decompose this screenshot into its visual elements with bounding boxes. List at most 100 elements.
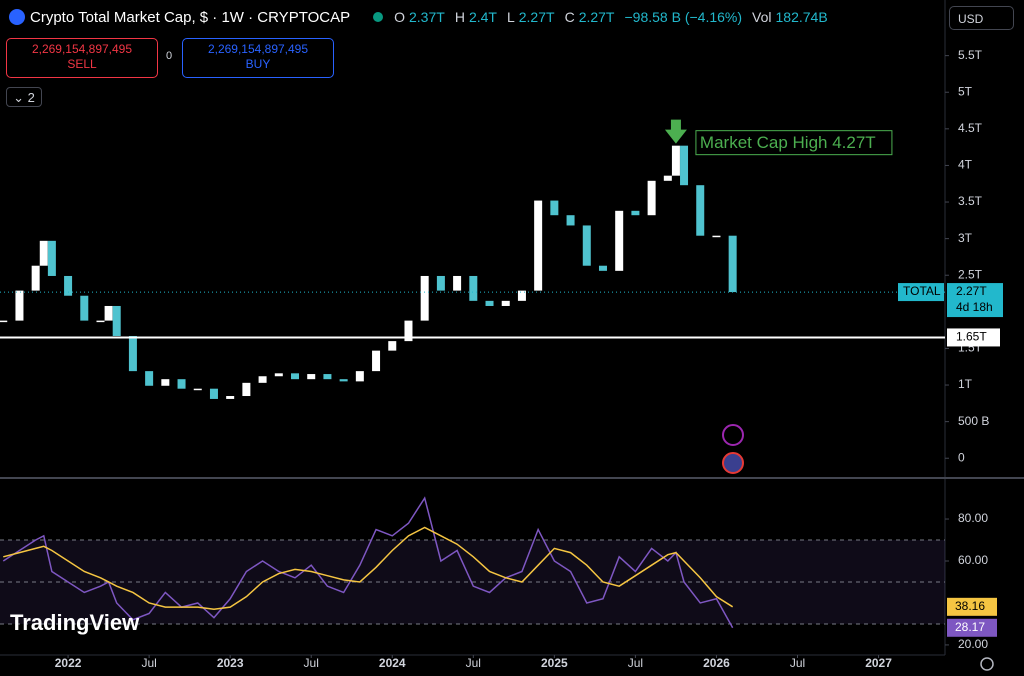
candle — [47, 240, 56, 276]
spread: 0 — [166, 50, 173, 62]
ohlc-value: 2.4T — [468, 9, 497, 25]
change: −98.58 B (−4.16%) — [624, 9, 743, 25]
candle — [0, 320, 8, 323]
value-label-box — [947, 618, 997, 637]
hline-label: 1.65T — [956, 330, 987, 344]
candle — [631, 210, 640, 216]
candle — [728, 235, 737, 293]
candle — [615, 210, 624, 271]
status-dot — [373, 12, 384, 22]
rsi-line — [3, 526, 734, 611]
y-tick-label: 80.00 — [958, 511, 988, 525]
candle — [15, 290, 24, 321]
logo: TradingView — [10, 610, 140, 635]
candle — [404, 320, 413, 342]
candle — [671, 145, 680, 176]
y-tick-label: 500 B — [958, 414, 989, 428]
vol-value: 182.74B — [775, 9, 828, 25]
ohlc-value: 2.27T — [518, 9, 555, 25]
candle — [550, 200, 559, 216]
candle — [193, 388, 202, 391]
sell-button[interactable]: 2,269,154,897,495 SELL — [6, 38, 158, 78]
candle — [161, 379, 170, 386]
event-icon[interactable] — [722, 424, 744, 446]
candle — [355, 371, 364, 382]
candle — [291, 373, 300, 380]
y-tick-label: 60.00 — [958, 553, 988, 567]
x-tick-label: Jul — [628, 656, 643, 670]
ohlc-key: L — [506, 9, 515, 25]
candle — [517, 290, 526, 301]
flag-icon[interactable] — [722, 452, 744, 474]
candle — [485, 300, 494, 306]
x-tick-label: 2022 — [55, 656, 82, 670]
indicator-toggle[interactable]: ⌄ 2 — [6, 87, 42, 107]
x-tick-label: 2025 — [541, 656, 568, 670]
candle — [420, 275, 429, 321]
candle — [274, 373, 283, 377]
candle — [436, 275, 445, 291]
y-tick-label: 5T — [958, 84, 973, 98]
x-tick-label: Jul — [790, 656, 805, 670]
buy-label: BUY — [245, 57, 271, 71]
candle — [696, 185, 705, 236]
ohlc-key: O — [394, 9, 405, 25]
x-tick-label: 2024 — [379, 656, 406, 670]
candle — [712, 235, 721, 238]
y-tick-label: 4T — [958, 158, 973, 172]
series-label-box — [898, 283, 944, 302]
currency-button[interactable]: USD — [949, 6, 1014, 30]
ohlc-value: 2.37T — [409, 9, 445, 25]
value-label: 28.17 — [955, 620, 985, 634]
candle — [663, 175, 672, 181]
candle — [209, 388, 218, 399]
hline-label-box — [947, 328, 1000, 347]
candle — [598, 265, 607, 271]
x-tick-label: Jul — [304, 656, 319, 670]
value-label-box — [947, 597, 997, 616]
x-tick-label: 2023 — [217, 656, 244, 670]
x-tick-label: 2026 — [703, 656, 730, 670]
candle — [534, 200, 543, 291]
y-tick-label: 0 — [958, 450, 965, 464]
candle — [582, 225, 591, 266]
candle — [258, 376, 267, 383]
y-tick-label: 4.5T — [958, 121, 983, 135]
countdown: 4d 18h — [956, 300, 993, 314]
candle — [469, 275, 478, 301]
y-tick-label: 2.5T — [958, 267, 983, 281]
value-label: 38.16 — [955, 599, 985, 613]
symbol-title: Crypto Total Market Cap, $ · 1W · CRYPTO… — [30, 8, 351, 26]
x-tick-label: Jul — [141, 656, 156, 670]
candle — [39, 240, 48, 266]
y-tick-label: 3T — [958, 231, 973, 245]
x-tick-label: 2027 — [865, 656, 892, 670]
candle — [31, 265, 40, 291]
candle — [680, 145, 689, 186]
y-tick-label: 1T — [958, 377, 973, 391]
symbol-icon — [9, 9, 25, 25]
y-tick-label: 3.5T — [958, 194, 983, 208]
candle — [177, 379, 186, 389]
candle — [226, 396, 235, 399]
settings-icon[interactable] — [980, 657, 994, 671]
vol-key: Vol — [752, 9, 772, 25]
candle — [323, 374, 332, 380]
candle — [128, 335, 137, 372]
candle — [80, 295, 89, 321]
annotation-box — [695, 130, 893, 156]
buy-price: 2,269,154,897,495 — [207, 42, 309, 56]
candle — [647, 180, 656, 216]
ohlc-value: 2.27T — [578, 9, 615, 25]
buy-button[interactable]: 2,269,154,897,495 BUY — [182, 38, 334, 78]
candle — [145, 371, 154, 386]
candle — [339, 379, 348, 382]
sell-label: SELL — [67, 57, 97, 71]
candle — [566, 215, 575, 226]
ohlc-key: H — [454, 9, 465, 25]
series-label: TOTAL — [903, 284, 941, 298]
indicator-count: 2 — [27, 90, 35, 105]
